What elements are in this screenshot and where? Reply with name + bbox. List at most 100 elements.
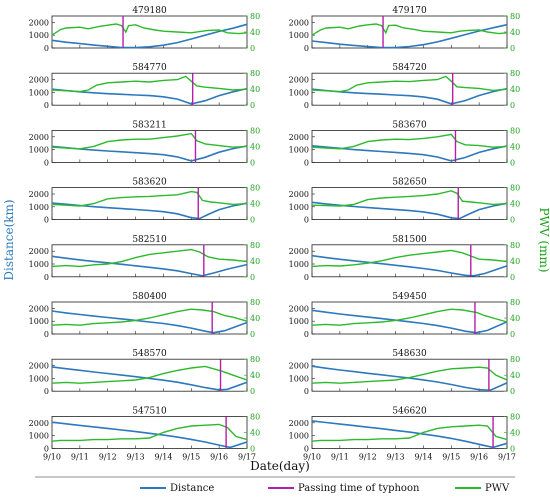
plot-frame <box>51 415 248 449</box>
y-tick-label-right: 0 <box>250 101 255 110</box>
y-tick-label-right: 0 <box>510 101 515 110</box>
y-tick-label-right: 40 <box>250 257 260 266</box>
y-tick-label-right: 40 <box>510 28 520 37</box>
plot-frame <box>311 187 508 221</box>
plot-frame <box>311 72 508 106</box>
y-tick-label-right: 0 <box>510 44 515 53</box>
pwv-line <box>51 365 248 384</box>
panel-584720: 584720 0 1000 2000 0 40 80 <box>289 63 521 110</box>
panel-582650: 582650 0 1000 2000 0 40 80 <box>289 178 521 225</box>
y-tick-label-left: 0 <box>44 158 49 167</box>
y-axis-label-distance: Distance(km) <box>2 199 16 280</box>
x-tick-label: 9/17 <box>238 452 256 461</box>
station-title: 582650 <box>392 178 427 188</box>
y-tick-label-right: 40 <box>510 428 520 437</box>
panel-582510: 582510 0 1000 2000 0 40 80 <box>29 235 261 282</box>
y-tick-label-right: 0 <box>250 216 255 225</box>
y-tick-label-right: 40 <box>250 428 260 437</box>
y-tick-label-left: 1000 <box>289 432 309 441</box>
distance-line <box>311 145 508 162</box>
y-tick-label-left: 2000 <box>289 190 309 199</box>
panel-549450: 549450 0 1000 2000 0 40 80 <box>289 292 521 339</box>
station-title: 583620 <box>132 178 167 188</box>
y-tick-label-left: 2000 <box>289 304 309 313</box>
y-tick-label-left: 1000 <box>289 260 309 269</box>
station-title: 548570 <box>132 349 167 359</box>
y-tick-label-left: 1000 <box>29 374 49 383</box>
x-tick-label: 9/12 <box>99 452 117 461</box>
y-tick-label-right: 40 <box>510 314 520 323</box>
y-tick-label-left: 2000 <box>289 133 309 142</box>
y-tick-label-right: 80 <box>510 412 520 421</box>
distance-line <box>51 310 248 334</box>
y-tick-label-left: 0 <box>44 44 49 53</box>
y-tick-label-left: 1000 <box>29 260 49 269</box>
station-title: 479180 <box>132 6 167 16</box>
station-title: 479170 <box>392 6 427 16</box>
y-tick-label-right: 0 <box>510 330 515 339</box>
y-tick-label-left: 2000 <box>29 133 49 142</box>
y-tick-label-left: 2000 <box>29 247 49 256</box>
y-tick-label-right: 40 <box>250 28 260 37</box>
y-tick-label-right: 80 <box>510 241 520 250</box>
station-title: 581500 <box>392 235 427 245</box>
y-tick-label-left: 2000 <box>29 304 49 313</box>
distance-line <box>311 23 508 49</box>
distance-line <box>51 23 248 49</box>
y-tick-label-right: 40 <box>250 314 260 323</box>
x-tick-label: 9/11 <box>71 452 89 461</box>
panel-479170: 479170 0 1000 2000 0 40 80 <box>289 6 521 53</box>
y-tick-label-right: 80 <box>250 412 260 421</box>
x-tick-label: 9/12 <box>359 452 377 461</box>
x-axis-label: Date(day) <box>250 459 310 473</box>
x-tick-label: 9/16 <box>470 452 488 461</box>
x-tick-label: 9/15 <box>182 452 200 461</box>
pwv-line <box>311 424 508 442</box>
x-tick-label: 9/10 <box>303 452 321 461</box>
pwv-line <box>311 75 508 93</box>
y-tick-label-left: 1000 <box>29 88 49 97</box>
pwv-line <box>311 133 508 150</box>
x-tick-label: 9/10 <box>43 452 61 461</box>
plot-frame <box>51 129 248 163</box>
pwv-line <box>51 308 248 326</box>
y-tick-label-left: 2000 <box>289 362 309 371</box>
y-tick-label-left: 0 <box>304 44 309 53</box>
distance-line <box>51 255 248 277</box>
y-tick-label-left: 1000 <box>289 203 309 212</box>
station-title: 580400 <box>132 292 167 302</box>
y-tick-label-left: 0 <box>44 216 49 225</box>
panel-583211: 583211 0 1000 2000 0 40 80 <box>29 120 261 167</box>
pwv-line <box>311 190 508 207</box>
y-tick-label-right: 40 <box>510 200 520 209</box>
y-tick-label-left: 0 <box>44 330 49 339</box>
panel-546620: 546620 0 1000 2000 0 40 80 9/10 9/11 9/12 9/13 9/14… <box>289 406 521 461</box>
y-tick-label-left: 2000 <box>289 247 309 256</box>
distance-line <box>51 87 248 105</box>
x-tick-label: 9/14 <box>154 452 172 461</box>
station-title: 584770 <box>132 63 167 73</box>
legend: Distance Passing time of typhoon PWV <box>35 476 515 494</box>
y-tick-label-left: 0 <box>304 330 309 339</box>
panel-583620: 583620 0 1000 2000 0 40 80 <box>29 178 261 225</box>
plot-frame <box>311 358 508 392</box>
y-tick-label-left: 2000 <box>29 419 49 428</box>
y-tick-label-left: 1000 <box>289 317 309 326</box>
pwv-line <box>51 423 248 442</box>
y-tick-label-left: 1000 <box>289 88 309 97</box>
plot-frame <box>51 358 248 392</box>
x-tick-label: 9/17 <box>498 452 516 461</box>
x-tick-label: 9/13 <box>387 452 405 461</box>
pwv-line <box>51 23 248 36</box>
y-tick-label-left: 1000 <box>29 203 49 212</box>
station-title: 549450 <box>392 292 427 302</box>
y-tick-label-right: 0 <box>250 330 255 339</box>
y-tick-label-right: 80 <box>250 298 260 307</box>
y-tick-label-right: 0 <box>250 158 255 167</box>
panel-580400: 580400 0 1000 2000 0 40 80 <box>29 292 261 339</box>
distance-line <box>51 202 248 220</box>
y-tick-label-right: 40 <box>510 85 520 94</box>
pwv-line <box>51 75 248 93</box>
legend-label-distance: Distance <box>170 483 214 494</box>
